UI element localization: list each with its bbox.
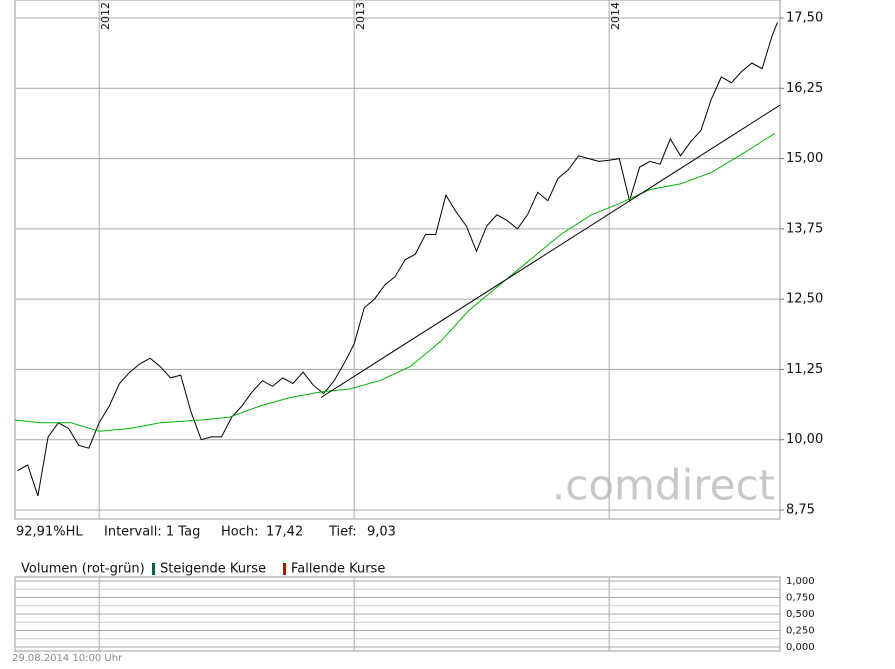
x-tick-label: 2013 [354,2,367,30]
y-tick-label: 1,000 [786,576,815,587]
x-tick-label: 2012 [99,2,112,30]
legend-label: Steigende Kurse [160,562,266,577]
y-tick-label: 15,00 [786,151,823,166]
info-interval: Intervall: 1 Tag [104,525,200,540]
x-tick-label: 2014 [609,2,622,30]
y-tick-label: 11,25 [786,362,823,377]
info-low-label: Tief: [328,525,357,540]
watermark: .comdirect [552,461,775,510]
y-tick-label: 10,00 [786,432,823,447]
legend-swatch [283,563,286,575]
legend-swatch [152,563,155,575]
info-high: 17,42 [266,525,303,540]
volume-title: Volumen (rot-grün) [21,562,145,577]
y-tick-label: 0,000 [786,642,815,653]
y-tick-label: 0,500 [786,609,815,620]
price-line [320,104,781,398]
info-hl: 92,91%HL [16,525,83,540]
y-tick-label: 0,750 [786,593,815,604]
price-line [17,22,778,497]
y-tick-label: 8,75 [786,503,815,518]
y-tick-label: 16,25 [786,81,823,96]
y-tick-label: 17,50 [786,10,823,25]
plot-frame [14,0,781,520]
info-high-label: Hoch: [221,525,259,540]
info-low: 9,03 [367,525,396,540]
price-line [14,132,776,432]
footer: 29.08.2014 10:00 Uhr [12,653,123,664]
legend-label: Fallende Kurse [291,562,385,577]
y-tick-label: 0,250 [786,626,815,637]
y-tick-label: 12,50 [786,292,823,307]
y-tick-label: 13,75 [786,221,823,236]
